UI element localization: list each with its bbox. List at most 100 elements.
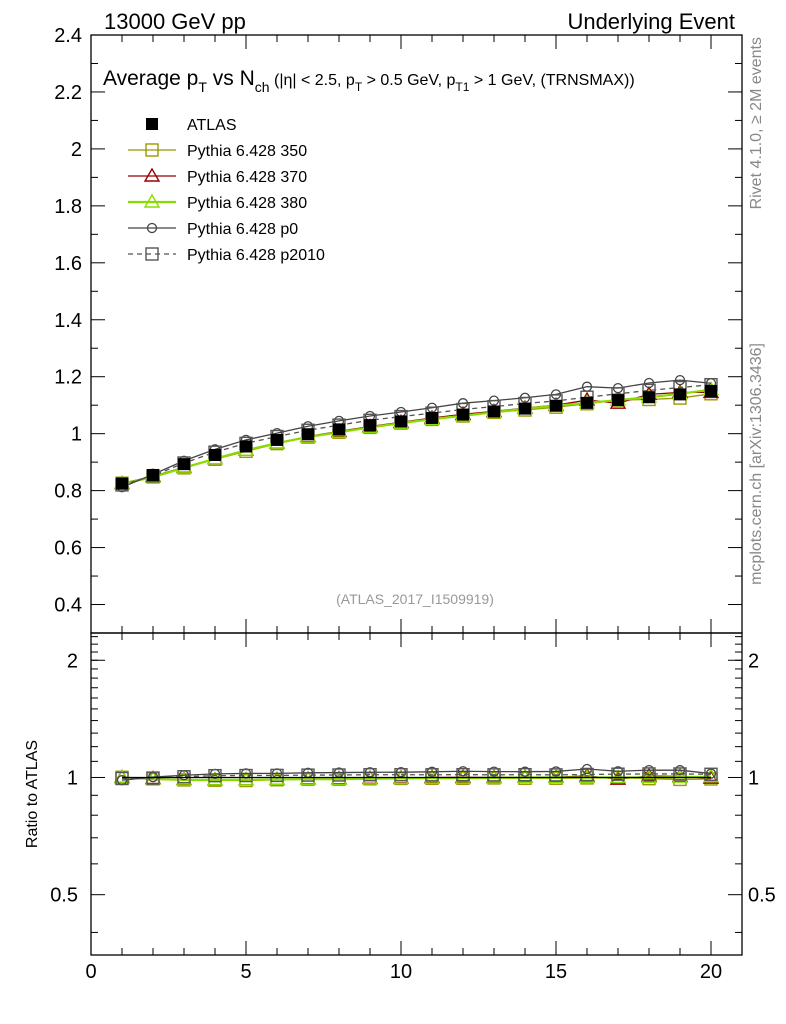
ratio-ytick-label: 0.5 (50, 885, 78, 907)
ratio-point-pythia-6-428-380 (516, 769, 534, 784)
legend: ATLAS Pythia 6.428 350 Pythia 6.428 370 Pyt… (128, 117, 325, 264)
point-atlas (550, 399, 562, 412)
ratio-point-pythia-6-428-p2010 (518, 768, 532, 782)
ratio-point-pythia-6-428-p2010 (456, 767, 470, 782)
ratio-point-pythia-6-428-p0 (674, 765, 686, 776)
chart-title: Average pT vs Nch (|η| < 2.5, pT > 0.5 G… (103, 67, 635, 95)
point-atlas (302, 428, 314, 441)
point-atlas (426, 412, 438, 425)
ratio-point-pythia-6-428-p2010 (239, 768, 253, 783)
legend-marker-pythia-6-428-350 (145, 143, 159, 157)
main-ytick-label: 2 (71, 139, 82, 161)
ratio-point-pythia-6-428-p0 (612, 766, 624, 777)
ratio-point-pythia-6-428-380 (671, 768, 689, 783)
main-ytick-label: 1.4 (54, 310, 82, 332)
ratio-xtick-label: 0 (85, 961, 96, 983)
ratio-xtick-label: 5 (240, 961, 251, 983)
main-ytick-label: 0.6 (54, 538, 82, 560)
ratio-point-pythia-6-428-p2010 (425, 768, 439, 782)
ratio-line-pythia-6-428-p2010 (121, 773, 712, 780)
point-atlas (612, 394, 624, 407)
analysis-watermark: (ATLAS_2017_I1509919) (336, 591, 494, 607)
ratio-point-pythia-6-428-p2010 (332, 768, 346, 782)
ratio-point-pythia-6-428-p2010 (673, 767, 687, 781)
point-atlas (209, 449, 221, 462)
ratio-point-pythia-6-428-p0 (550, 766, 562, 777)
point-pythia-6-428-p0 (643, 377, 655, 389)
ratio-point-pythia-6-428-p2010 (115, 771, 129, 786)
main-ytick-label: 1.2 (54, 367, 82, 389)
side-label-top: Rivet 4.1.0, ≥ 2M events (748, 37, 765, 209)
ratio-xtick-label: 15 (545, 961, 567, 983)
point-atlas (364, 419, 376, 432)
ratio-point-pythia-6-428-p0 (457, 766, 469, 777)
side-label-bottom: mcplots.cern.ch [arXiv:1306.3436] (748, 343, 765, 585)
point-atlas (333, 423, 345, 436)
ratio-point-pythia-6-428-p0 (488, 766, 500, 777)
ratio-xtick-label: 10 (390, 961, 412, 983)
ratio-point-pythia-6-428-p2010 (208, 768, 222, 783)
point-atlas (488, 405, 500, 418)
ratio-point-pythia-6-428-p2010 (704, 767, 718, 781)
ratio-ytick-label: 2 (67, 650, 78, 672)
ratio-point-pythia-6-428-p2010 (487, 768, 501, 782)
main-ytick-label: 1.6 (54, 253, 82, 275)
point-atlas (395, 415, 407, 428)
ratio-point-pythia-6-428-380 (299, 770, 317, 785)
main-panel: 0.4 0.6 0.8 1 1.2 1.4 1.6 1.8 2 2.2 2.4 (54, 25, 743, 634)
point-atlas (178, 458, 190, 471)
point-atlas (643, 391, 655, 404)
ratio-point-pythia-6-428-p2010 (611, 767, 625, 781)
point-atlas (581, 396, 593, 409)
main-series-layer (113, 374, 720, 493)
ratio-point-pythia-6-428-380 (547, 769, 565, 784)
legend-marker-pythia-6-428-380 (143, 193, 161, 208)
ratio-point-pythia-6-428-370 (640, 767, 658, 782)
ratio-panel: 0 5 10 15 20 0.5 0.5 1 1 2 2 (50, 633, 776, 983)
ratio-ytick-label-right: 0.5 (748, 885, 776, 907)
ratio-point-pythia-6-428-p2010 (177, 770, 191, 784)
header-right: Underlying Event (567, 9, 735, 34)
main-ytick-label: 0.4 (54, 595, 82, 617)
ratio-line-pythia-6-428-p0 (121, 768, 712, 781)
ratio-point-pythia-6-428-p0 (364, 767, 376, 778)
ratio-ylabel: Ratio to ATLAS (24, 740, 41, 848)
ratio-point-pythia-6-428-380 (578, 769, 596, 784)
point-atlas (147, 468, 159, 481)
main-ytick-label: 1.8 (54, 196, 82, 218)
series-line-pythia-6-428-350 (121, 393, 712, 484)
legend-marker-pythia-6-428-p0 (146, 222, 158, 234)
main-ytick-label: 1 (71, 424, 82, 446)
ratio-ytick-label-right: 1 (748, 767, 759, 789)
ratio-point-pythia-6-428-380 (268, 771, 286, 786)
ratio-point-pythia-6-428-p2010 (549, 768, 563, 782)
ratio-point-pythia-6-428-p0 (426, 766, 438, 777)
legend-marker-atlas (146, 118, 158, 130)
ratio-point-pythia-6-428-p2010 (642, 767, 656, 781)
ratio-point-pythia-6-428-p2010 (580, 767, 594, 782)
legend-label-pythia-6-428-370: Pythia 6.428 370 (187, 169, 307, 186)
main-ytick-label: 2.4 (54, 25, 82, 47)
ratio-series-layer (113, 763, 720, 788)
ratio-point-pythia-6-428-p2010 (270, 768, 284, 783)
legend-marker-pythia-6-428-p2010 (145, 247, 159, 261)
legend-label-pythia-6-428-380: Pythia 6.428 380 (187, 195, 307, 212)
main-ytick-label: 0.8 (54, 481, 82, 503)
ratio-point-pythia-6-428-p0 (643, 764, 655, 776)
ratio-xtick-label: 20 (700, 961, 722, 983)
point-atlas (705, 384, 717, 397)
point-atlas (457, 408, 469, 421)
point-atlas (674, 388, 686, 401)
point-atlas (519, 402, 531, 415)
ratio-ytick-label-right: 2 (748, 650, 759, 672)
ratio-point-pythia-6-428-p2010 (301, 768, 315, 782)
header-left: 13000 GeV pp (104, 9, 246, 34)
main-ytick-label: 2.2 (54, 82, 82, 104)
ratio-point-pythia-6-428-380 (206, 771, 224, 786)
ratio-point-pythia-6-428-380 (640, 769, 658, 784)
point-atlas (240, 440, 252, 453)
ratio-point-pythia-6-428-p2010 (363, 768, 377, 782)
ratio-frame (90, 632, 743, 956)
point-atlas (271, 433, 283, 446)
